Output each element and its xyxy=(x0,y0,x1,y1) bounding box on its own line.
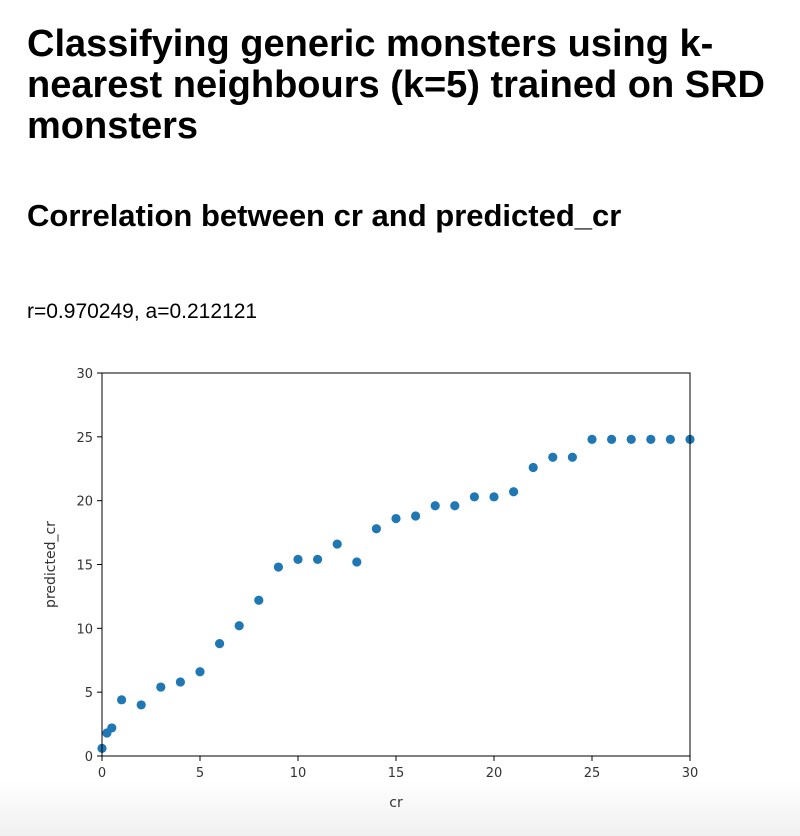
tick-layer: 0 5 10 15 20 25 30 0 5 10 15 20 25 30 xyxy=(76,367,698,781)
scatter-point xyxy=(273,562,283,572)
point-layer xyxy=(97,434,695,753)
scatter-point xyxy=(195,667,205,677)
scatter-point xyxy=(293,554,303,564)
x-tick-label: 10 xyxy=(290,766,307,781)
scatter-point xyxy=(215,639,225,649)
scatter-point xyxy=(136,700,146,710)
scatter-point xyxy=(646,434,656,444)
x-tick-label: 15 xyxy=(388,766,405,781)
plot-frame xyxy=(101,372,691,757)
scatter-point xyxy=(371,524,381,534)
x-tick-label: 30 xyxy=(682,766,699,781)
scatter-point xyxy=(430,501,440,511)
scatter-point xyxy=(234,621,244,631)
scatter-point xyxy=(626,434,636,444)
y-tick-label: 15 xyxy=(76,559,93,574)
y-tick-label: 25 xyxy=(76,431,93,446)
x-axis-title: cr xyxy=(389,795,403,811)
scatter-point xyxy=(567,452,578,462)
x-tick-label: 25 xyxy=(584,766,601,781)
scatter-point xyxy=(254,595,264,605)
scatter-point xyxy=(107,723,117,733)
scatter-point xyxy=(587,434,597,444)
scatter-point xyxy=(391,513,401,524)
scatter-point xyxy=(528,462,538,473)
y-tick-label: 5 xyxy=(85,686,93,701)
page-title: Classifying generic monsters using k-nea… xyxy=(27,23,765,147)
scatter-point xyxy=(665,434,676,444)
chart-section-title: Correlation between cr and predicted_cr xyxy=(27,198,622,233)
y-tick-label: 10 xyxy=(76,622,93,637)
scatter-point xyxy=(313,554,323,564)
y-axis-title: predicted_cr xyxy=(43,521,59,608)
y-tick-label: 20 xyxy=(76,495,93,510)
x-tick-label: 20 xyxy=(486,766,503,781)
x-tick-label: 0 xyxy=(98,766,106,781)
scatter-point xyxy=(469,492,479,502)
correlation-stats: r=0.970249, a=0.212121 xyxy=(27,300,258,323)
y-tick-label: 30 xyxy=(76,367,93,382)
scatter-point xyxy=(607,434,617,444)
scatter-point xyxy=(489,492,499,502)
scatter-point xyxy=(548,452,558,462)
scatter-point xyxy=(117,695,127,705)
scatter-point xyxy=(332,539,342,549)
scatter-point xyxy=(411,511,421,521)
scatter-point xyxy=(450,501,460,511)
scatter-point xyxy=(508,487,519,497)
scatter-point xyxy=(352,557,362,567)
x-tick-label: 5 xyxy=(196,766,204,781)
scatter-point xyxy=(156,682,166,692)
scatter-point xyxy=(175,677,185,687)
page-bottom-fade xyxy=(0,780,800,836)
y-tick-label: 0 xyxy=(85,750,93,765)
